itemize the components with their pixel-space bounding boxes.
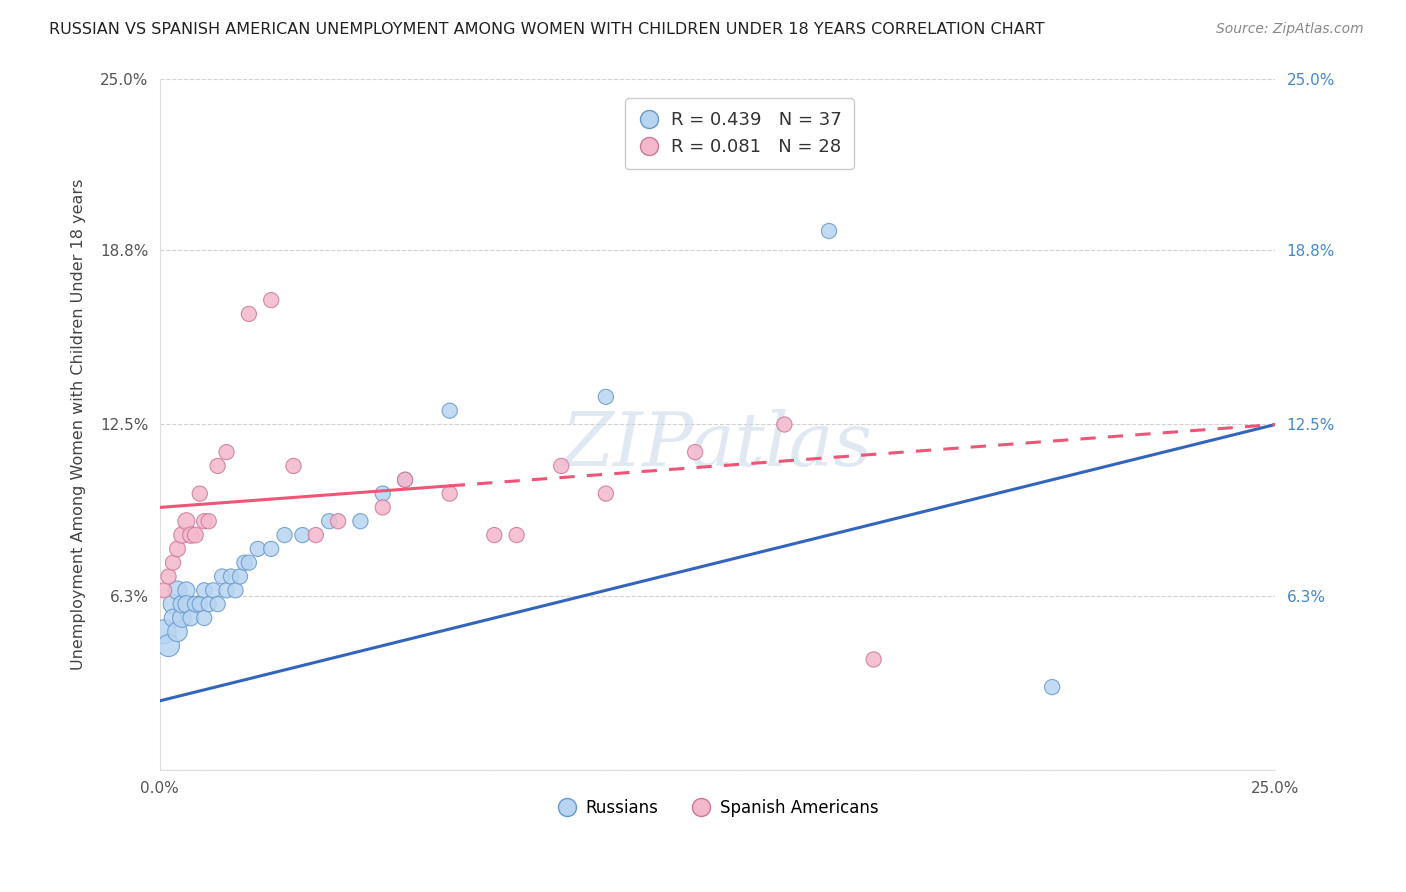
Point [170,611,193,625]
Point [166,624,188,639]
Point [595,486,617,500]
Point [238,307,260,321]
Point [394,473,416,487]
Point [371,486,394,500]
Point [283,458,305,473]
Point [207,458,229,473]
Point [349,514,371,528]
Point [211,569,233,583]
Point [176,583,198,598]
Point [394,473,416,487]
Point [153,583,176,598]
Point [224,583,246,598]
Point [197,514,219,528]
Point [157,639,180,653]
Point [215,445,238,459]
Point [818,224,841,238]
Point [550,458,572,473]
Point [193,583,215,598]
Point [326,514,349,528]
Point [260,541,283,556]
Text: Source: ZipAtlas.com: Source: ZipAtlas.com [1216,22,1364,37]
Point [773,417,796,432]
Point [439,403,461,417]
Point [246,541,269,556]
Point [595,390,617,404]
Point [305,528,328,542]
Point [238,556,260,570]
Point [505,528,527,542]
Point [484,528,506,542]
Point [176,597,198,611]
Point [176,514,198,528]
Point [184,528,207,542]
Point [162,597,184,611]
Point [166,583,188,598]
Point [162,611,184,625]
Point [683,445,706,459]
Point [193,514,215,528]
Point [273,528,295,542]
Point [153,624,176,639]
Point [215,583,238,598]
Point [162,556,184,570]
Y-axis label: Unemployment Among Women with Children Under 18 years: Unemployment Among Women with Children U… [72,178,86,670]
Point [170,597,193,611]
Point [219,569,242,583]
Point [188,597,211,611]
Point [188,486,211,500]
Point [229,569,252,583]
Point [1040,680,1063,694]
Point [202,583,225,598]
Point [439,486,461,500]
Point [233,556,256,570]
Point [371,500,394,515]
Point [207,597,229,611]
Point [260,293,283,307]
Point [318,514,340,528]
Point [166,541,188,556]
Text: RUSSIAN VS SPANISH AMERICAN UNEMPLOYMENT AMONG WOMEN WITH CHILDREN UNDER 18 YEAR: RUSSIAN VS SPANISH AMERICAN UNEMPLOYMENT… [49,22,1045,37]
Legend: Russians, Spanish Americans: Russians, Spanish Americans [550,792,884,824]
Text: ZIPatlas: ZIPatlas [562,409,873,482]
Point [170,528,193,542]
Point [291,528,314,542]
Point [180,528,202,542]
Point [193,611,215,625]
Point [862,652,884,666]
Point [184,597,207,611]
Point [197,597,219,611]
Point [180,611,202,625]
Point [157,569,180,583]
